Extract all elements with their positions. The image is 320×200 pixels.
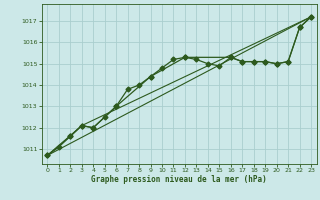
X-axis label: Graphe pression niveau de la mer (hPa): Graphe pression niveau de la mer (hPa) <box>91 175 267 184</box>
